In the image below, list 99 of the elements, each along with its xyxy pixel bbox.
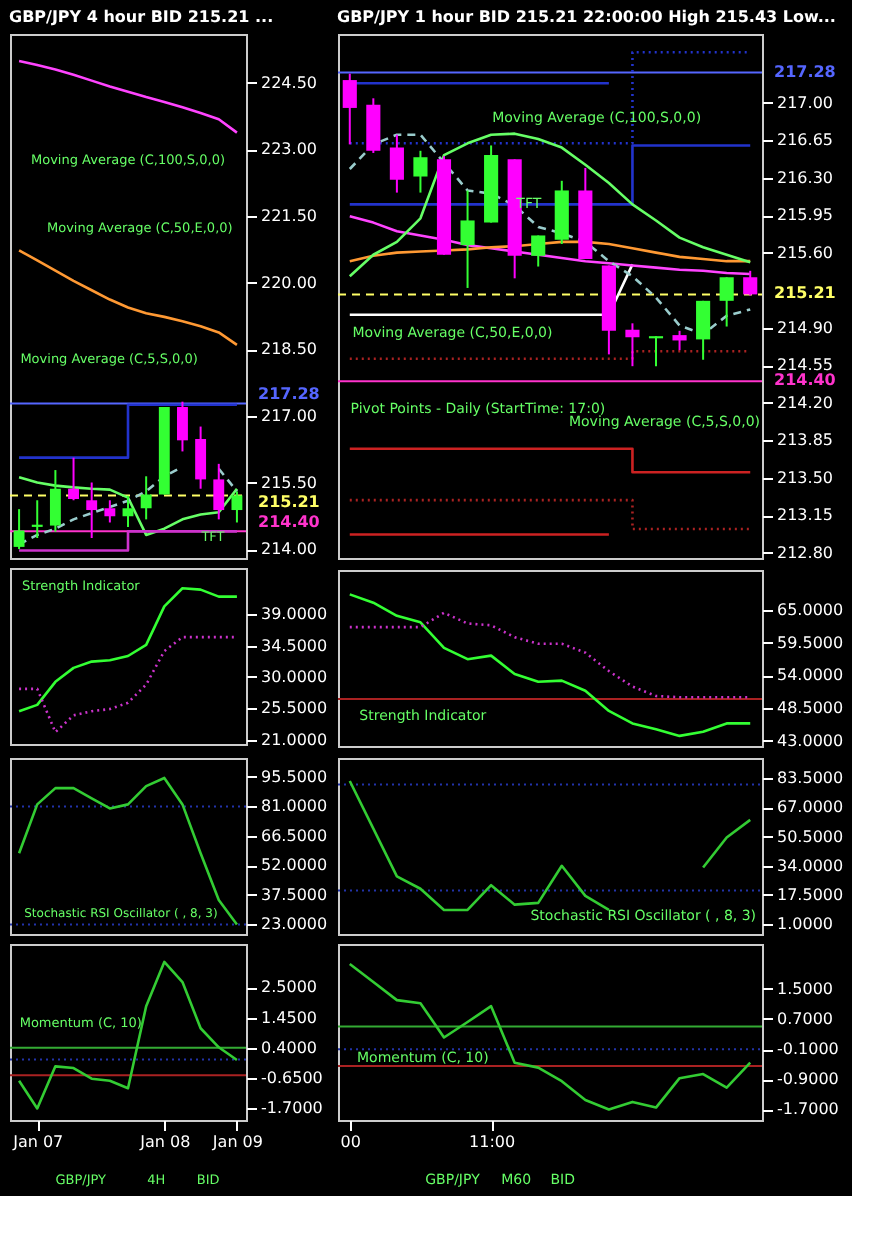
candlestick	[389, 133, 404, 194]
y-tick-label: 214.55	[777, 356, 833, 375]
x-tick-label: Jan 08	[138, 1133, 191, 1151]
line-series	[348, 962, 752, 1111]
ref-line-label: 215.21	[258, 493, 321, 512]
candlestick	[13, 508, 25, 551]
candlestick	[672, 329, 687, 352]
candlestick	[696, 299, 711, 361]
y-tick-label: 1.4500	[261, 1008, 317, 1027]
y-tick-label: 30.0000	[261, 667, 328, 686]
y-tick-label: 34.0000	[777, 856, 844, 875]
line-series	[348, 611, 752, 699]
y-tick-label: 34.5000	[261, 636, 328, 655]
y-tick-label: 17.5000	[777, 885, 844, 904]
y-tick-label: 224.50	[261, 73, 317, 92]
y-tick-label: -0.9000	[777, 1070, 839, 1089]
y-tick-label: 67.0000	[777, 798, 844, 817]
line-series	[17, 960, 239, 1110]
candlestick	[140, 475, 152, 521]
y-tick-label: 43.0000	[777, 731, 844, 750]
y-tick-label: 214.20	[777, 393, 833, 412]
y-tick-label: 83.5000	[777, 769, 844, 788]
y-tick-label: 217.00	[777, 93, 833, 112]
candlestick	[719, 276, 734, 328]
y-tick-label: 39.0000	[261, 605, 328, 624]
y-tick-label: 216.65	[777, 131, 833, 150]
y-tick-label: 223.00	[261, 140, 317, 159]
candlestick	[366, 97, 381, 154]
candlestick	[342, 72, 357, 146]
candlestick	[122, 494, 134, 528]
y-tick-label: 21.0000	[261, 730, 328, 749]
candlestick	[460, 189, 475, 289]
ref-line-label: 214.40	[258, 513, 321, 532]
candlestick	[213, 462, 225, 521]
y-tick-label: -1.7000	[777, 1100, 839, 1119]
y-tick-label: 0.4000	[261, 1038, 317, 1057]
candlestick	[413, 149, 428, 194]
y-tick-label: 52.0000	[261, 856, 328, 875]
ref-line-label: 215.21	[774, 284, 837, 303]
y-tick-label: 95.5000	[261, 767, 328, 786]
ref-line-label: 214.40	[774, 371, 837, 390]
y-tick-label: 37.5000	[261, 885, 328, 904]
y-tick-label: 213.50	[777, 468, 833, 487]
candlestick	[31, 499, 43, 540]
y-tick-label: 217.00	[261, 406, 317, 425]
candlestick	[195, 425, 207, 490]
line-series	[348, 214, 752, 276]
x-tick-label: Jan 09	[210, 1133, 263, 1151]
y-tick-label: 213.85	[777, 431, 833, 450]
y-tick-label: 220.00	[261, 273, 317, 292]
y-tick-label: 213.15	[777, 506, 833, 525]
line-series	[348, 593, 752, 738]
y-tick-label: 215.95	[777, 206, 833, 225]
x-tick-label: 11:00	[469, 1133, 516, 1151]
y-tick-label: 212.80	[777, 543, 833, 562]
chart-title: GBP/JPY 4 hour BID 215.21 ...	[9, 8, 274, 26]
y-tick-label: -0.1000	[777, 1040, 839, 1059]
ref-line-label: 217.28	[258, 385, 321, 404]
y-tick-label: 59.5000	[777, 633, 844, 652]
chart-title: GBP/JPY 1 hour BID 215.21 22:00:00 High 215.43 Low...	[337, 8, 836, 26]
y-tick-label: 215.50	[261, 473, 317, 492]
line-series	[17, 59, 239, 134]
candlestick	[86, 481, 98, 540]
candlestick	[68, 456, 79, 502]
y-tick-label: 215.60	[777, 243, 833, 262]
line-series	[17, 248, 239, 347]
y-tick-label: 50.5000	[777, 827, 844, 846]
candlestick	[648, 335, 664, 368]
candlestick	[625, 322, 640, 368]
line-series	[17, 776, 239, 926]
y-tick-label: 66.5000	[261, 826, 328, 845]
line-series	[17, 635, 239, 734]
y-tick-label: 48.5000	[777, 698, 844, 717]
y-tick-label: 218.50	[261, 340, 317, 359]
ref-line-label: 217.28	[774, 62, 837, 81]
candlestick	[231, 490, 243, 524]
y-tick-label: 221.50	[261, 207, 317, 226]
line-series	[348, 132, 752, 278]
y-tick-label: 214.90	[777, 318, 833, 337]
candlestick	[177, 400, 188, 453]
candlestick	[104, 499, 116, 524]
y-tick-label: -0.6500	[261, 1069, 323, 1088]
y-tick-label: 214.00	[261, 540, 317, 559]
y-tick-label: 65.0000	[777, 600, 844, 619]
candlestick	[49, 469, 61, 533]
candlestick	[743, 269, 758, 297]
y-tick-label: 81.0000	[261, 797, 328, 816]
y-tick-label: 25.5000	[261, 699, 328, 718]
y-tick-label: 2.5000	[261, 978, 317, 997]
x-tick-label: 00	[340, 1133, 361, 1151]
y-tick-label: 1.0000	[777, 915, 833, 934]
y-tick-label: 23.0000	[261, 915, 328, 934]
y-tick-label: 216.30	[777, 168, 833, 187]
y-tick-label: 0.7000	[777, 1010, 833, 1028]
x-tick-label: Jan 07	[11, 1133, 64, 1151]
candlestick	[531, 234, 546, 268]
y-tick-label: -1.7000	[261, 1099, 323, 1118]
y-tick-label: 54.0000	[777, 666, 844, 685]
y-tick-label: 1.5000	[777, 979, 833, 998]
